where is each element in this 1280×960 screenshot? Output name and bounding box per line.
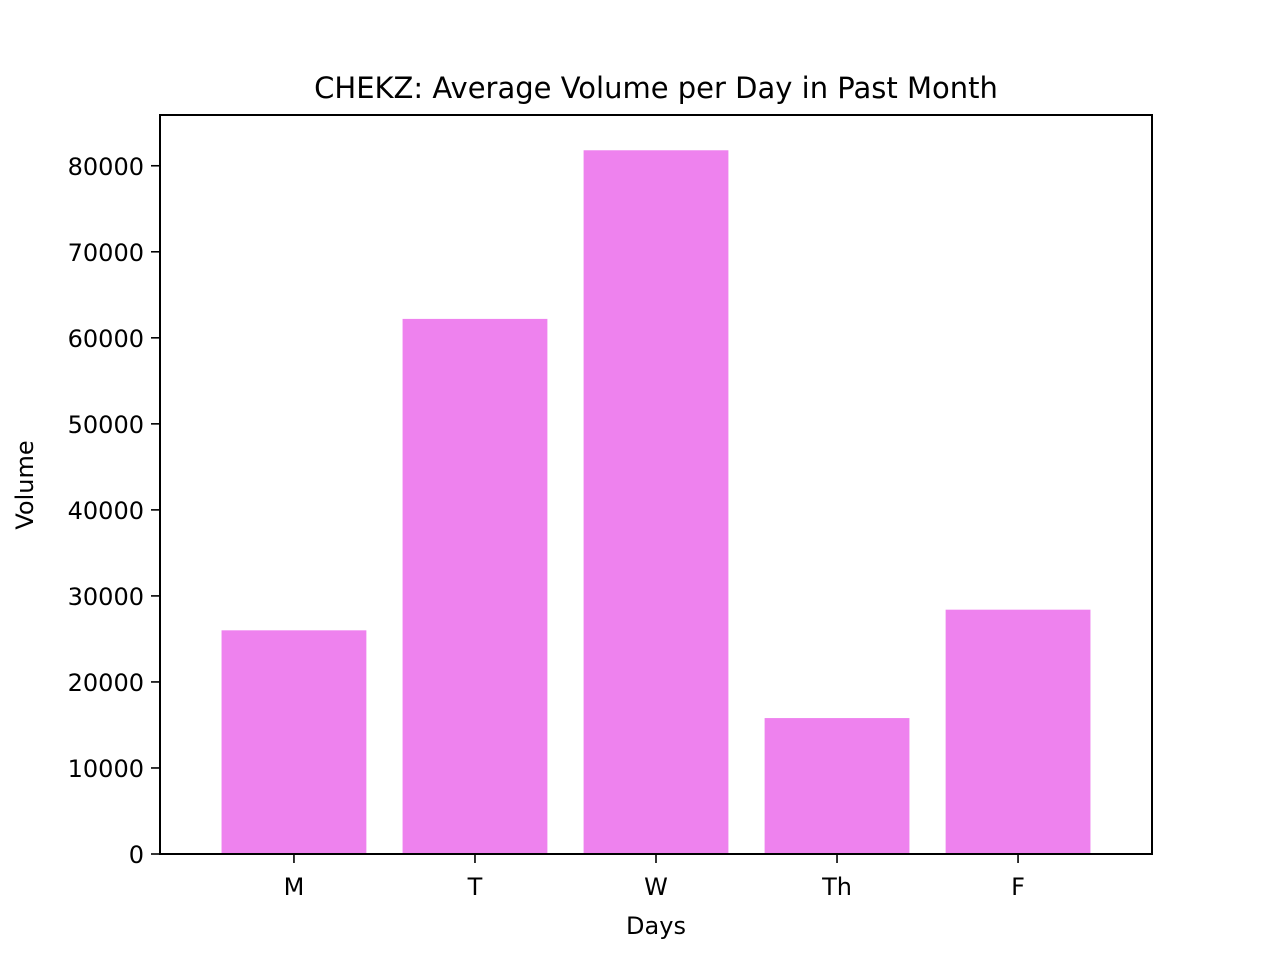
plot-frame — [159, 114, 1153, 855]
x-tick-label: F — [1011, 873, 1025, 901]
bar-m — [221, 630, 367, 854]
bar-f — [945, 609, 1091, 854]
x-axis-ticks: M T W Th F — [284, 854, 1025, 901]
x-tick-label: Th — [821, 873, 852, 901]
y-tick-label: 70000 — [68, 239, 144, 267]
chart-title: CHEKZ: Average Volume per Day in Past Mo… — [314, 71, 998, 105]
plot-area — [221, 150, 1091, 855]
y-axis-ticks: 0 10000 20000 30000 40000 50000 60000 70000 8000… — [68, 153, 160, 869]
bar-t — [402, 318, 548, 854]
y-tick-label: 80000 — [68, 153, 144, 181]
x-axis-label: Days — [626, 912, 686, 940]
y-tick-label: 10000 — [68, 755, 144, 783]
y-tick-label: 0 — [129, 841, 144, 869]
y-tick-label: 60000 — [68, 325, 144, 353]
y-tick-label: 50000 — [68, 411, 144, 439]
y-tick-label: 30000 — [68, 583, 144, 611]
x-tick-label: W — [644, 873, 668, 901]
y-tick-label: 40000 — [68, 497, 144, 525]
y-axis-label: Volume — [11, 440, 39, 529]
bar-th — [764, 718, 910, 854]
bar-w — [583, 150, 729, 855]
x-tick-label: M — [284, 873, 305, 901]
x-tick-label: T — [467, 873, 483, 901]
y-tick-label: 20000 — [68, 669, 144, 697]
